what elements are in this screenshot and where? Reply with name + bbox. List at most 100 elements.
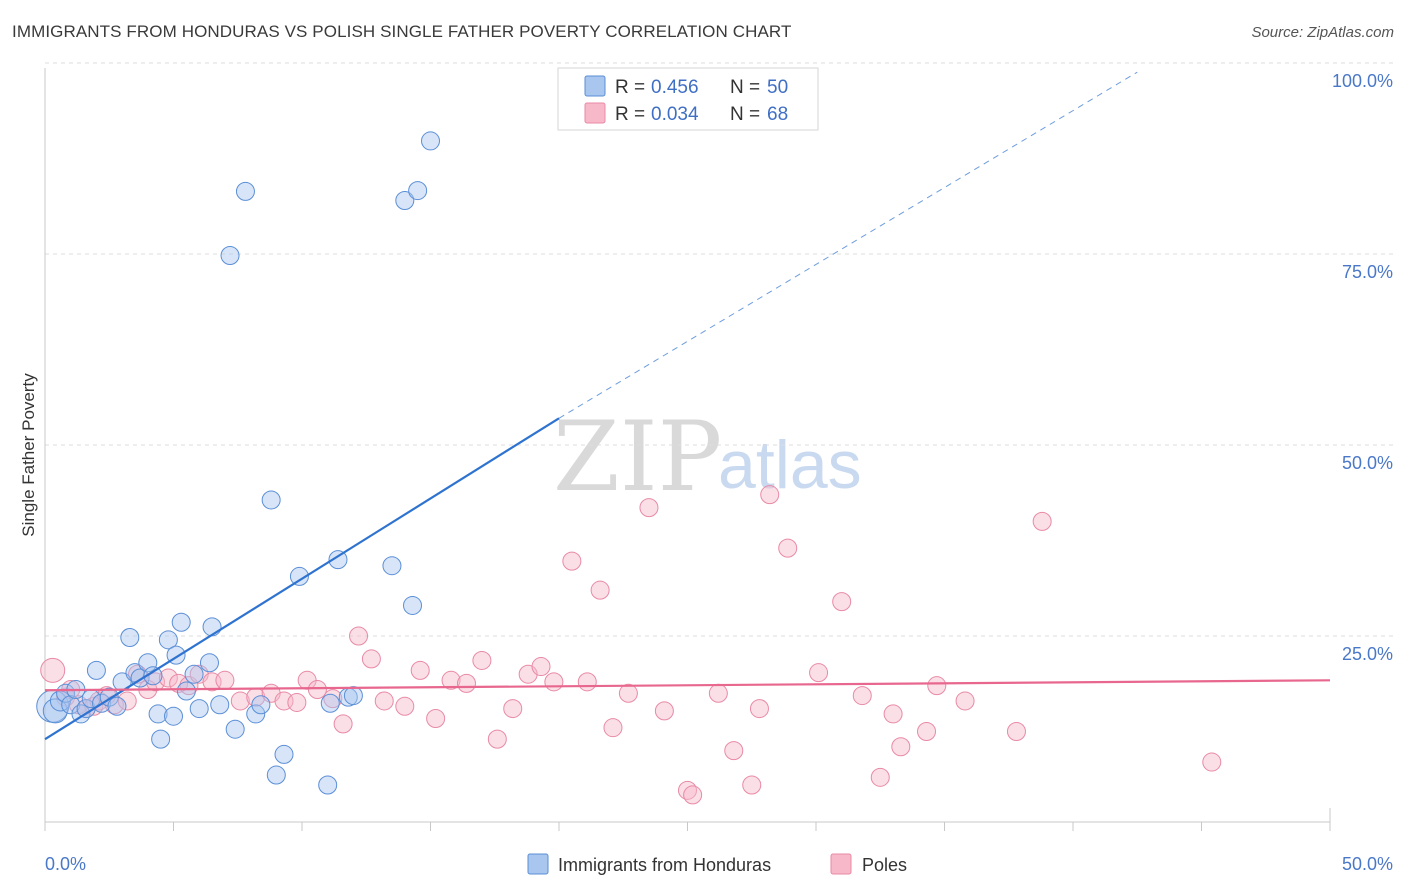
poles-point	[883, 704, 903, 724]
poles-points	[40, 485, 1222, 805]
poles-point	[749, 699, 769, 719]
y-tick-label: 75.0%	[1342, 262, 1393, 282]
poles-point	[870, 767, 890, 787]
honduras-point	[343, 686, 363, 706]
poles-point	[639, 498, 659, 518]
honduras-point	[202, 617, 222, 637]
legend-n-value-1: 50	[767, 77, 788, 98]
honduras-point	[107, 696, 127, 716]
honduras-point	[261, 490, 281, 510]
honduras-point	[220, 246, 240, 266]
poles-point	[230, 691, 250, 711]
honduras-point	[86, 660, 106, 680]
legend-r-value-2: 0.034	[651, 104, 699, 125]
bottom-legend-honduras: Immigrants from Honduras	[558, 855, 771, 875]
y-tick-label: 25.0%	[1342, 644, 1393, 664]
honduras-point	[235, 181, 255, 201]
legend-n-label-2: N =	[730, 104, 760, 125]
poles-point	[708, 683, 728, 703]
poles-point	[158, 668, 178, 688]
honduras-point	[318, 775, 338, 795]
poles-point	[456, 673, 476, 693]
poles-point	[760, 485, 780, 505]
honduras-point	[251, 695, 271, 715]
poles-point	[590, 580, 610, 600]
source-credit: Source: ZipAtlas.com	[1251, 24, 1394, 41]
honduras-point	[164, 706, 183, 726]
poles-point	[832, 592, 852, 612]
honduras-point	[395, 191, 415, 211]
honduras-trend-line	[44, 417, 560, 741]
poles-point	[809, 663, 829, 683]
honduras-point	[171, 612, 191, 632]
bottom-swatch-honduras	[527, 853, 549, 875]
poles-point	[531, 657, 551, 677]
poles-point	[395, 696, 415, 716]
honduras-point	[246, 704, 266, 724]
honduras-point	[320, 693, 340, 713]
legend-r-label-2: R =	[615, 104, 645, 125]
poles-point	[361, 649, 381, 669]
honduras-trend-dashed	[558, 71, 1138, 419]
y-axis-title: Single Father Poverty	[19, 373, 38, 537]
y-tick-label: 50.0%	[1342, 453, 1393, 473]
poles-point	[927, 676, 947, 696]
poles-point	[215, 670, 235, 690]
honduras-point	[274, 744, 294, 764]
poles-point	[333, 714, 353, 734]
poles-point	[117, 691, 137, 711]
poles-point	[503, 699, 523, 719]
poles-point	[603, 718, 623, 738]
poles-point	[349, 626, 369, 646]
grid-lines	[45, 62, 1395, 637]
honduras-point	[225, 719, 245, 739]
honduras-point	[120, 628, 140, 648]
poles-point	[618, 683, 638, 703]
poles-point	[955, 691, 975, 711]
poles-point	[307, 679, 327, 699]
legend-r-label-1: R =	[615, 77, 645, 98]
poles-point	[40, 657, 66, 683]
series-legend: Immigrants from Honduras Poles	[527, 853, 907, 875]
correlation-legend: R = 0.456 N = 50 R = 0.034 N = 68	[557, 67, 819, 131]
poles-point	[410, 660, 430, 680]
bottom-swatch-poles	[830, 853, 852, 875]
poles-point	[544, 672, 564, 692]
bottom-legend-poles: Poles	[862, 855, 907, 875]
honduras-point	[403, 595, 423, 615]
poles-point	[654, 701, 674, 721]
honduras-point	[210, 695, 230, 715]
honduras-point	[184, 664, 204, 684]
legend-swatch-poles	[584, 102, 606, 124]
poles-point	[852, 686, 872, 706]
honduras-point	[176, 681, 196, 701]
legend-swatch-honduras	[584, 75, 606, 97]
poles-point	[724, 741, 744, 761]
x-tick-label: 50.0%	[1342, 854, 1393, 874]
axes	[44, 68, 1331, 831]
honduras-point	[189, 699, 209, 719]
poles-point	[891, 737, 911, 757]
poles-point	[917, 722, 937, 741]
poles-point	[778, 538, 798, 558]
honduras-points	[36, 131, 440, 795]
poles-point	[683, 785, 703, 805]
poles-point	[487, 729, 507, 749]
legend-n-value-2: 68	[767, 104, 788, 125]
honduras-point	[199, 653, 219, 673]
watermark-atlas: atlas	[718, 427, 862, 503]
honduras-point	[56, 683, 76, 703]
poles-point	[577, 672, 597, 692]
honduras-point	[266, 765, 286, 785]
poles-point	[441, 670, 461, 690]
poles-point	[562, 551, 582, 571]
honduras-point	[158, 630, 178, 650]
honduras-point	[328, 550, 348, 570]
poles-point	[287, 692, 307, 712]
poles-point	[426, 709, 446, 729]
poles-point	[1006, 722, 1026, 741]
poles-point	[1032, 511, 1052, 531]
honduras-point	[382, 556, 402, 576]
legend-n-label-1: N =	[730, 77, 760, 98]
trend-lines	[44, 417, 1331, 741]
